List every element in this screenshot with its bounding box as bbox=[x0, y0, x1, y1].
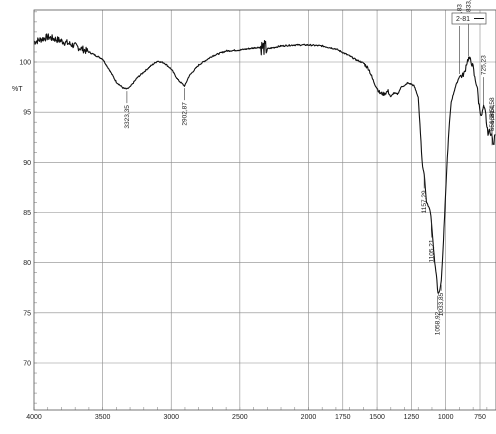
y-tick-label: 80 bbox=[23, 260, 31, 267]
peak-label: 1105,21 bbox=[428, 239, 435, 262]
x-tick-label: 1500 bbox=[369, 414, 385, 421]
y-axis-label: %T bbox=[12, 86, 23, 93]
y-tick-label: 90 bbox=[23, 160, 31, 167]
plot-frame bbox=[33, 9, 496, 411]
x-tick-label: 1000 bbox=[438, 414, 454, 421]
x-tick-label: 2500 bbox=[232, 414, 248, 421]
legend-label: 2-81 bbox=[456, 16, 470, 23]
peak-label: 1157,29 bbox=[421, 190, 428, 213]
legend-box bbox=[451, 12, 487, 25]
x-tick-label: 3500 bbox=[95, 414, 111, 421]
series-line bbox=[34, 33, 496, 294]
peak-label: 2902,87 bbox=[182, 102, 189, 126]
peak-label: 651,94 bbox=[489, 111, 496, 131]
peak-label: 1058,92 bbox=[435, 311, 442, 335]
grid bbox=[33, 10, 496, 410]
legend: 2-81 bbox=[451, 12, 487, 25]
y-tick-label: 100 bbox=[19, 60, 31, 67]
x-tick-label: 3000 bbox=[163, 414, 179, 421]
peak-label: 3323,35 bbox=[124, 105, 131, 129]
peak-label: 1033,85 bbox=[438, 292, 445, 316]
tick-labels: 4000 3500 3000 2500 2000 1750 1500 1250 1000 750 1… bbox=[19, 60, 486, 422]
peak-label: 663,51 bbox=[489, 104, 496, 124]
x-tick-label: 1250 bbox=[404, 414, 420, 421]
peak-label: 833,25 bbox=[466, 0, 473, 12]
y-tick-label: 75 bbox=[23, 310, 31, 317]
y-tick-label: 85 bbox=[23, 210, 31, 217]
series-trace-group bbox=[34, 33, 496, 294]
x-tick-label: 750 bbox=[474, 414, 486, 421]
y-tick-label: 95 bbox=[23, 110, 31, 117]
x-tick-label: 1750 bbox=[335, 414, 351, 421]
x-tick-label: 4000 bbox=[26, 414, 42, 421]
peak-label: 614,58 bbox=[489, 97, 496, 117]
peak-label: 725,23 bbox=[480, 55, 487, 75]
x-tick-label: 2000 bbox=[301, 414, 317, 421]
y-tick-label: 70 bbox=[23, 361, 31, 368]
